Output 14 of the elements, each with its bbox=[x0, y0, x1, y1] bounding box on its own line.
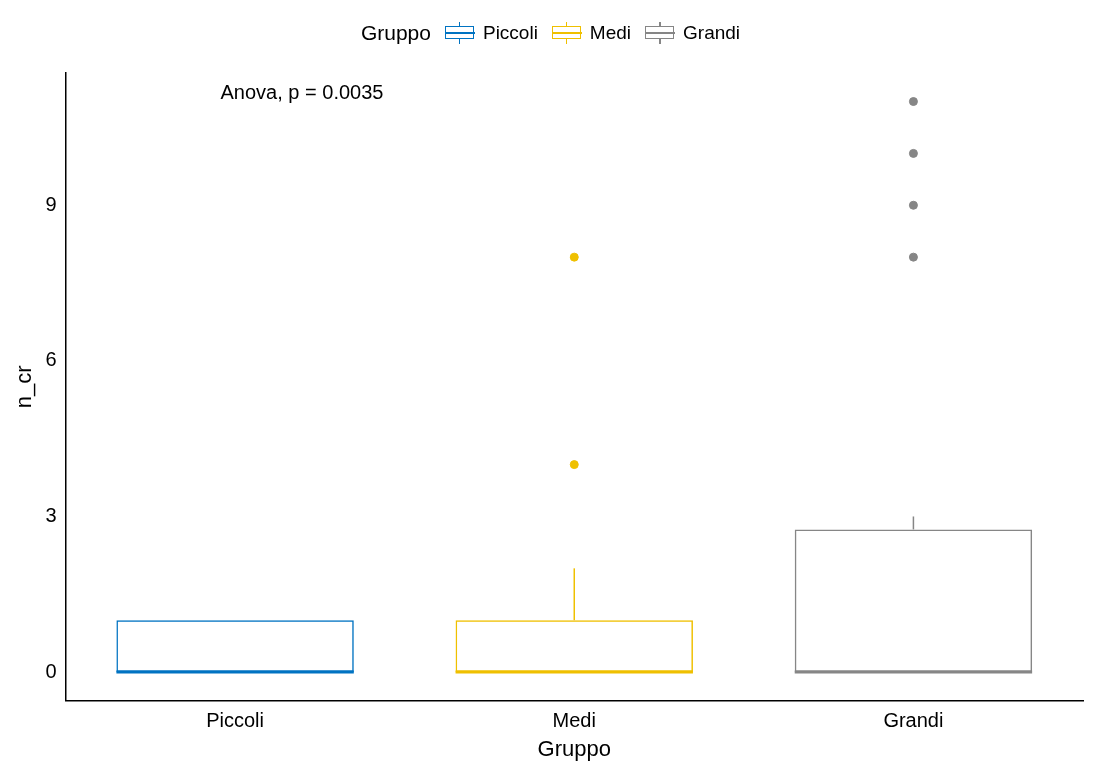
legend-label: Grandi bbox=[682, 22, 741, 44]
legend-label: Piccoli bbox=[481, 22, 538, 44]
legend-title: Gruppo bbox=[360, 21, 431, 45]
x-tick-label: Piccoli bbox=[206, 709, 264, 732]
x-tick-label: Medi bbox=[552, 709, 596, 732]
y-tick-label: 6 bbox=[45, 348, 57, 371]
y-tick-label: 3 bbox=[45, 503, 57, 526]
y-tick-label: 0 bbox=[45, 659, 57, 682]
y-tick-label: 9 bbox=[45, 192, 57, 215]
legend-label: Medi bbox=[588, 22, 632, 44]
annotation: Anova, p = 0.0035 bbox=[220, 80, 384, 103]
x-tick-label: Grandi bbox=[883, 709, 944, 732]
x-axis-title: Gruppo bbox=[537, 735, 611, 761]
y-axis-title: n_cr bbox=[11, 365, 37, 409]
